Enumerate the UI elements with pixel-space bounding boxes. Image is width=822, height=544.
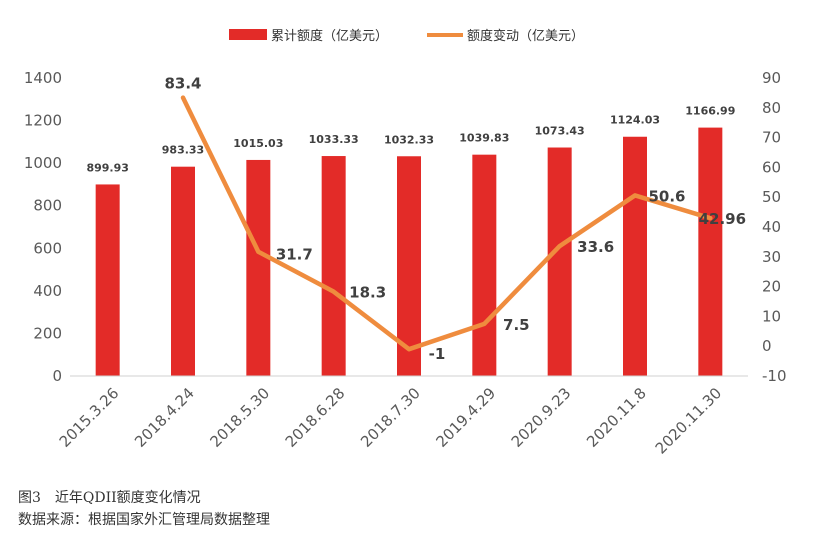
line-point: [256, 250, 260, 254]
line-data-label: 50.6: [648, 187, 685, 205]
left-axis-tick-label: 800: [33, 197, 62, 215]
left-axis-tick-label: 400: [33, 282, 62, 300]
bar-data-label: 1032.33: [384, 133, 434, 146]
right-axis-tick-label: 60: [762, 158, 781, 176]
x-axis-tick-label: 2018.6.28: [282, 384, 349, 451]
line-point: [558, 244, 562, 248]
left-y-axis: 0 200 400 600 800 1000 1200 1400: [24, 69, 62, 385]
bar-data-label: 1039.83: [459, 132, 509, 145]
line-point: [708, 216, 712, 220]
bar: [698, 127, 723, 376]
source-note: 数据来源：根据国家外汇管理局数据整理: [18, 512, 270, 528]
bar: [397, 156, 421, 376]
x-axis-tick-label: 2020.9.23: [508, 384, 575, 451]
bar: [623, 136, 647, 376]
line-point: [633, 193, 637, 197]
right-axis-tick-label: 90: [762, 69, 781, 87]
bar: [95, 184, 120, 376]
x-axis-tick-label: 2015.3.26: [56, 384, 123, 451]
line-data-label: 33.6: [577, 238, 614, 256]
right-axis-tick-label: 70: [762, 129, 781, 147]
x-axis-tick-label: 2019.4.29: [432, 384, 499, 451]
legend-line-label: 额度变动（亿美元）: [467, 28, 584, 44]
line-series: [180, 95, 713, 352]
left-axis-tick-label: 1400: [24, 69, 62, 87]
right-axis-tick-label: 80: [762, 99, 781, 117]
left-axis-tick-label: 200: [33, 324, 62, 342]
bar-series: [95, 127, 723, 376]
right-axis-tick-label: 50: [762, 188, 781, 206]
right-axis-tick-label: 20: [762, 278, 781, 296]
x-axis: 2015.3.26 2018.4.24 2018.5.30 2018.6.28 2018…: [56, 375, 748, 458]
legend-bar-label: 累计额度（亿美元）: [271, 28, 388, 44]
left-axis-tick-label: 1200: [24, 112, 62, 130]
bar: [472, 154, 497, 376]
bar-data-label: 1166.99: [685, 105, 735, 118]
bar-data-label: 983.33: [162, 144, 204, 157]
right-axis-tick-label: 30: [762, 248, 781, 266]
x-axis-tick-label: 2018.5.30: [206, 384, 273, 451]
bar-data-label: 899.93: [86, 161, 128, 174]
bar: [547, 147, 572, 376]
bar-data-labels: 899.93 983.33 1015.03 1033.33 1032.33 1039.83…: [86, 105, 735, 175]
line-data-label: 31.7: [276, 246, 313, 264]
line-point: [482, 322, 486, 326]
x-axis-tick-label: 2020.11.30: [652, 384, 725, 457]
combo-chart: 累计额度（亿美元） 额度变动（亿美元） 020040060080010001200…: [24, 28, 787, 458]
x-axis-tick-label: 2020.11.8: [583, 384, 650, 451]
line-data-labels: 83.4 31.7 18.3 -1 7.5 33.6 50.6 42.96: [164, 75, 746, 364]
x-axis-tick-label: 2018.4.24: [131, 384, 198, 451]
left-axis-tick-label: 0: [52, 367, 62, 385]
line-data-label: 18.3: [349, 284, 386, 302]
line-data-label: 83.4: [164, 75, 201, 93]
bar: [246, 159, 271, 376]
x-axis-tick-label: 2018.7.30: [357, 384, 424, 451]
bar: [321, 156, 346, 376]
line-data-label: 42.96: [699, 210, 746, 228]
right-axis-tick-label: -10: [762, 367, 787, 385]
bar-data-label: 1073.43: [535, 125, 585, 138]
bar-data-label: 1124.03: [610, 114, 660, 127]
line-data-label: -1: [429, 345, 446, 363]
bar-data-label: 1033.33: [309, 133, 359, 146]
right-axis-tick-label: 0: [762, 337, 772, 355]
line-data-label: 7.5: [503, 316, 530, 334]
bar: [171, 166, 195, 376]
legend-bar-swatch: [229, 29, 267, 40]
right-axis-tick-label: 40: [762, 218, 781, 236]
right-axis-tick-label: 10: [762, 307, 781, 325]
line-point: [332, 290, 336, 294]
line-point: [407, 347, 411, 351]
line-path: [180, 95, 713, 352]
left-axis-tick-label: 600: [33, 239, 62, 257]
right-y-axis: -10 0 10 20 30 40 50 60 70 80 90: [762, 69, 787, 385]
left-axis-tick-label: 1000: [24, 154, 62, 172]
chart-legend: 累计额度（亿美元） 额度变动（亿美元）: [229, 28, 584, 44]
line-point: [181, 96, 185, 100]
figure-caption: 图3 近年QDII额度变化情况: [18, 490, 201, 506]
bar-data-label: 1015.03: [233, 137, 283, 150]
